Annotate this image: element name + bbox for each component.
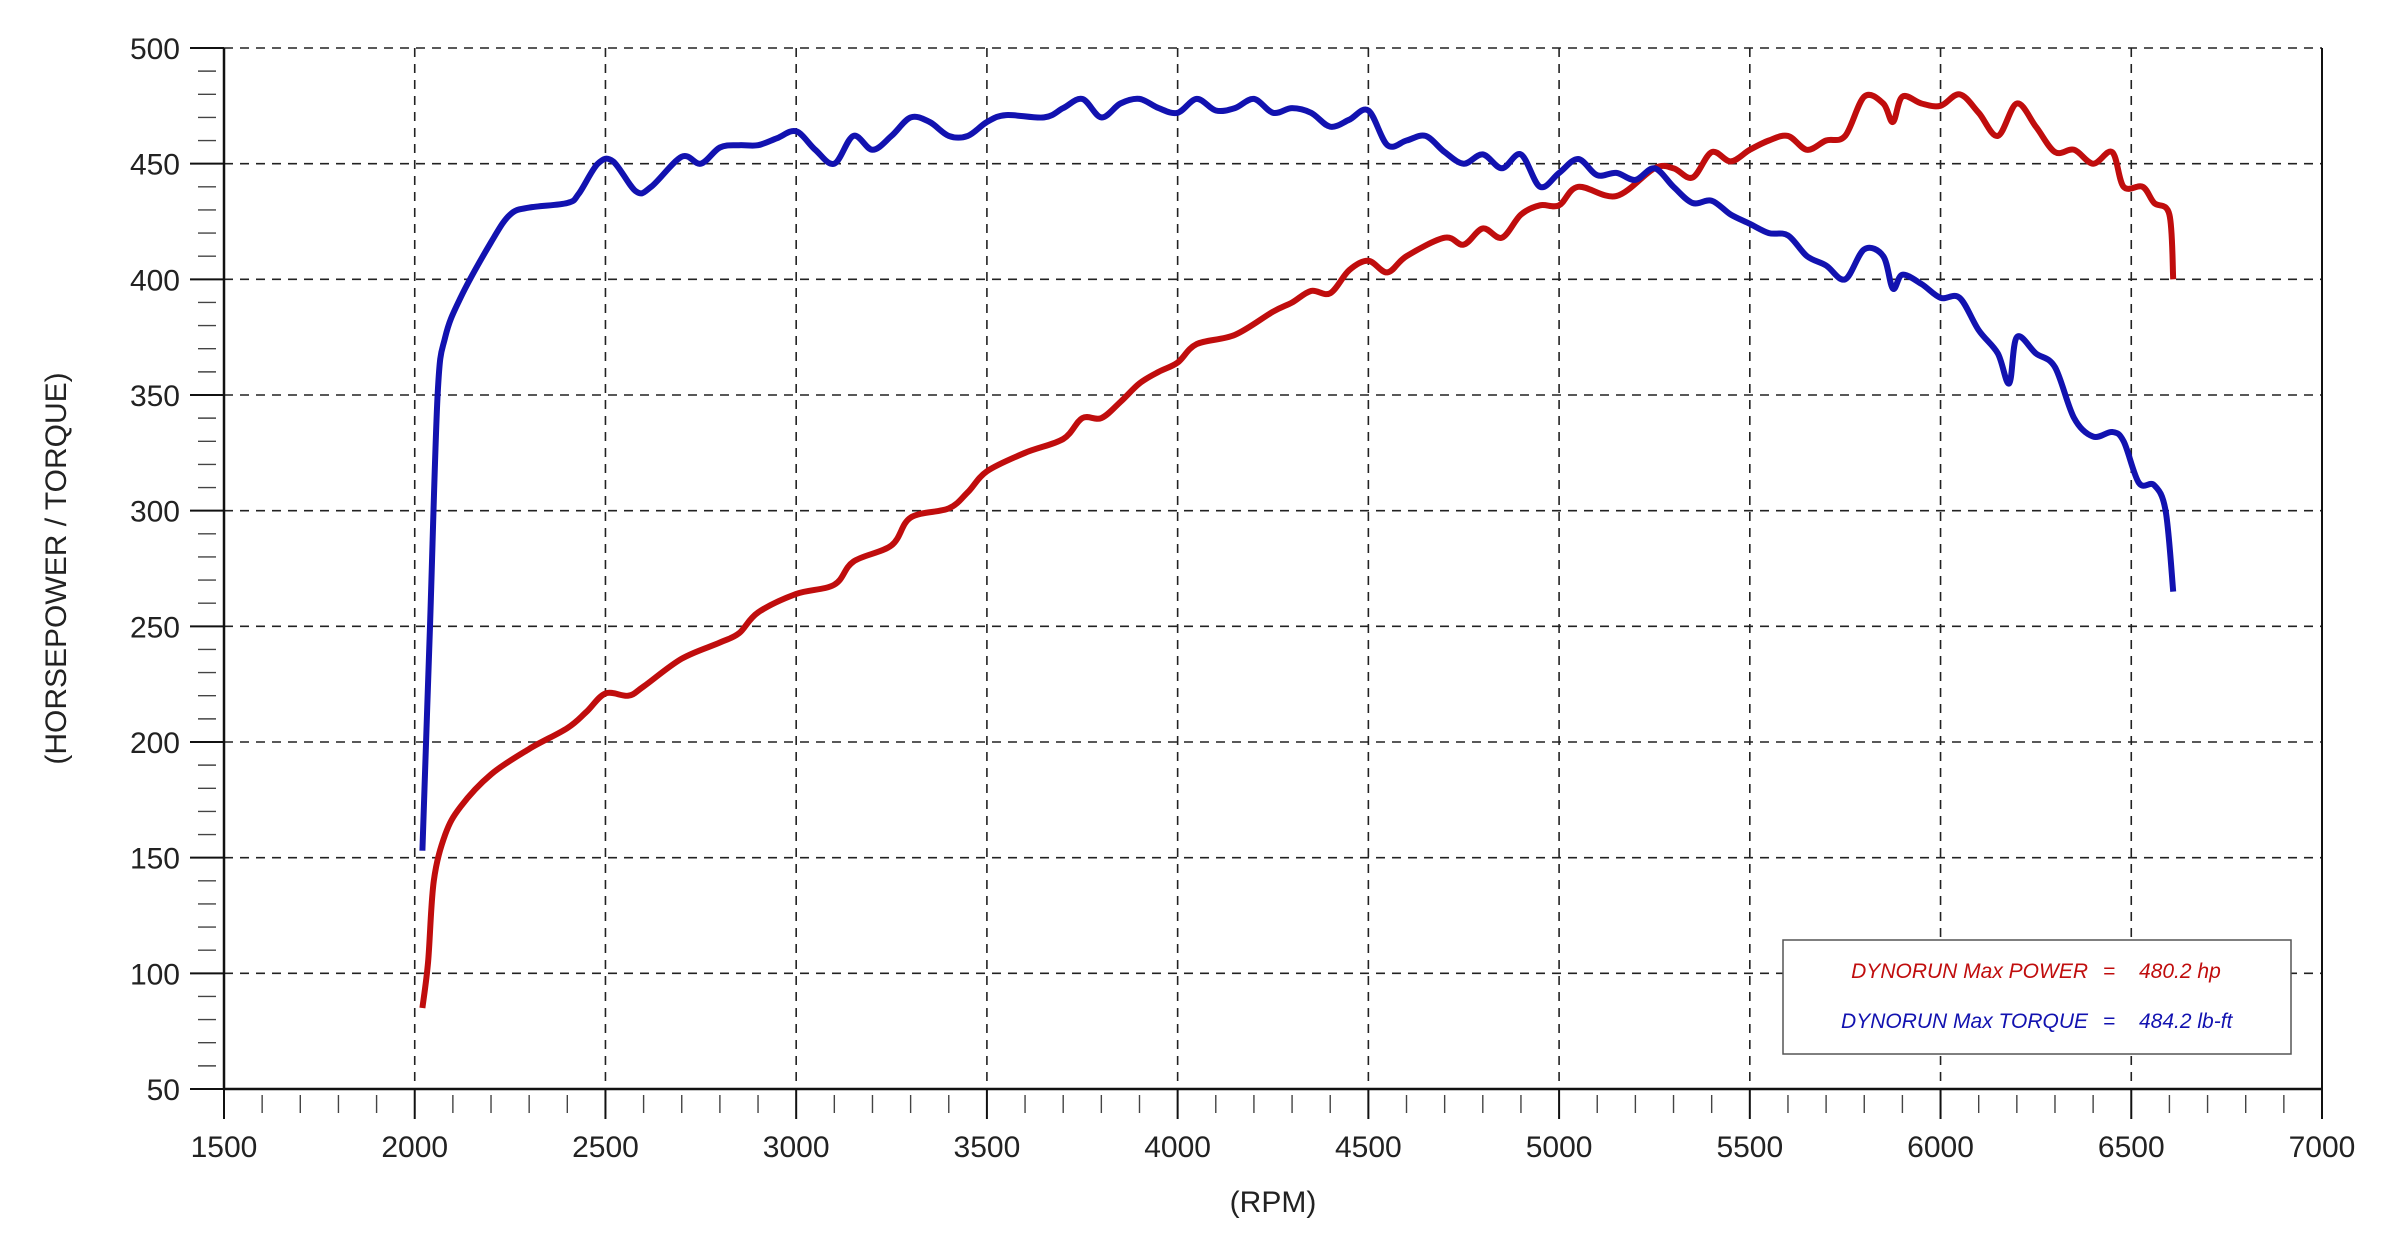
- legend-torque-value: 484.2 lb-ft: [2139, 1010, 2234, 1033]
- grid: [224, 47, 2323, 1089]
- legend-torque-label: DYNORUN Max TORQUE: [1841, 1010, 2089, 1033]
- x-tick-label: 4000: [1144, 1131, 1211, 1164]
- x-tick-label: 7000: [2289, 1131, 2356, 1164]
- x-tick-label: 2500: [572, 1131, 639, 1164]
- x-tick-label: 5000: [1526, 1131, 1593, 1164]
- x-tick-label: 3500: [954, 1131, 1021, 1164]
- legend-power-value: 480.2 hp: [2139, 960, 2221, 983]
- x-tick-label: 6500: [2098, 1131, 2165, 1164]
- y-tick-label: 350: [130, 380, 180, 413]
- y-tick-label: 250: [130, 611, 180, 644]
- torque-curve: [419, 95, 2177, 851]
- series-lines: [419, 91, 2177, 1009]
- axes: 1500 2000 2500 3000 3500 4000 4500 5000 5500 6000…: [130, 33, 2355, 1164]
- y-tick-label: 200: [130, 727, 180, 760]
- x-tick-label: 3000: [763, 1131, 830, 1164]
- x-axis-title: (RPM): [1230, 1186, 1317, 1219]
- power-curve: [419, 91, 2177, 1009]
- x-tick-label: 4500: [1335, 1131, 1402, 1164]
- legend-power-label: DYNORUN Max POWER: [1851, 960, 2088, 983]
- x-tick-label: 1500: [191, 1131, 258, 1164]
- y-axis-title: (HORSEPOWER / TORQUE): [40, 372, 73, 764]
- y-tick-label: 150: [130, 843, 180, 876]
- legend-box: [1782, 939, 2292, 1055]
- legend: DYNORUN Max POWER = 480.2 hp DYNORUN Max…: [1782, 939, 2292, 1055]
- y-tick-label: 450: [130, 149, 180, 182]
- y-tick-label: 500: [130, 33, 180, 66]
- y-tick-label: 300: [130, 496, 180, 529]
- y-tick-label: 100: [130, 958, 180, 991]
- y-tick-label: 400: [130, 264, 180, 297]
- x-tick-label: 5500: [1716, 1131, 1783, 1164]
- legend-power-sep: =: [2103, 960, 2115, 983]
- x-tick-label: 2000: [381, 1131, 448, 1164]
- legend-torque-sep: =: [2103, 1010, 2115, 1033]
- x-tick-label: 6000: [1907, 1131, 1974, 1164]
- y-tick-label: 50: [147, 1074, 180, 1107]
